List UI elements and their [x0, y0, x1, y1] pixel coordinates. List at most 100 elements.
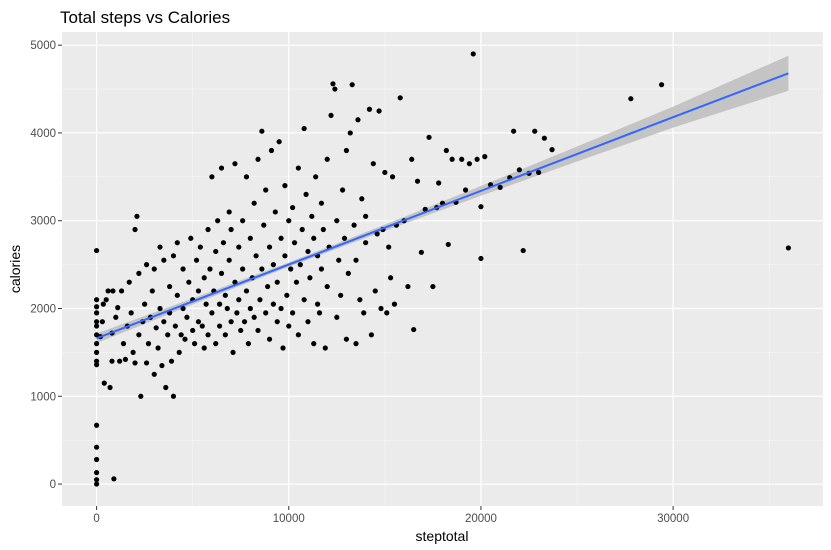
- data-point: [274, 319, 280, 325]
- data-point: [266, 244, 273, 250]
- data-point: [470, 51, 476, 57]
- data-point: [286, 323, 292, 329]
- y-tick-label: 2000: [30, 304, 56, 316]
- x-axis-title: steptotal: [416, 528, 469, 544]
- data-point: [309, 213, 315, 219]
- data-point: [270, 301, 276, 307]
- data-point: [240, 266, 246, 272]
- data-point: [357, 297, 363, 303]
- data-point: [293, 279, 300, 285]
- data-point: [109, 358, 115, 364]
- data-point: [107, 384, 113, 391]
- data-point: [436, 180, 442, 186]
- y-axis-title: calories: [7, 245, 23, 293]
- data-point: [363, 240, 369, 246]
- data-point: [532, 128, 538, 134]
- data-point: [138, 393, 144, 399]
- data-point: [330, 81, 336, 87]
- data-point: [195, 288, 202, 294]
- data-point: [272, 209, 278, 215]
- data-point: [274, 279, 280, 285]
- data-point: [190, 327, 196, 334]
- data-point: [366, 106, 373, 112]
- data-point: [99, 319, 105, 325]
- data-point: [286, 218, 292, 224]
- data-point: [93, 297, 100, 303]
- data-point: [374, 231, 380, 237]
- data-point: [282, 183, 288, 189]
- data-point: [145, 341, 152, 347]
- data-point: [228, 319, 234, 325]
- data-point: [93, 349, 100, 355]
- data-point: [305, 248, 311, 255]
- data-point: [113, 314, 119, 320]
- data-point: [343, 336, 350, 342]
- data-point: [322, 345, 328, 351]
- data-point: [184, 314, 190, 320]
- data-point: [391, 301, 398, 307]
- data-point: [93, 444, 100, 450]
- data-point: [511, 128, 517, 134]
- data-point: [370, 161, 376, 167]
- data-point: [234, 310, 240, 316]
- data-point: [228, 226, 234, 233]
- data-point: [168, 358, 175, 364]
- x-tick-label: 20000: [465, 513, 497, 525]
- data-point: [363, 213, 369, 219]
- x-tick-label: 10000: [273, 513, 305, 525]
- data-point: [240, 218, 246, 224]
- data-point: [397, 95, 403, 101]
- data-point: [414, 178, 421, 184]
- data-point: [93, 247, 100, 254]
- data-point: [359, 196, 365, 202]
- data-point: [422, 206, 428, 212]
- data-point: [343, 147, 350, 154]
- data-point: [288, 266, 294, 272]
- data-point: [201, 275, 207, 281]
- data-point: [785, 245, 792, 251]
- data-point: [349, 82, 355, 88]
- data-point: [314, 301, 321, 307]
- data-point: [263, 310, 269, 316]
- data-point: [474, 156, 480, 162]
- data-point: [243, 288, 250, 294]
- data-point: [382, 169, 388, 176]
- data-point: [328, 112, 334, 118]
- data-point: [115, 305, 121, 311]
- data-point: [197, 244, 203, 250]
- data-point: [372, 288, 378, 294]
- data-point: [353, 341, 359, 347]
- data-point: [462, 187, 469, 193]
- data-point: [270, 262, 276, 268]
- data-point: [478, 255, 484, 262]
- data-point: [218, 165, 225, 171]
- data-point: [247, 235, 253, 241]
- data-point: [180, 305, 186, 312]
- data-point: [520, 247, 526, 254]
- y-tick-label: 3000: [30, 216, 56, 228]
- data-point: [466, 161, 473, 167]
- data-point: [199, 323, 205, 329]
- data-point: [151, 371, 157, 377]
- data-point: [290, 204, 296, 211]
- data-point: [291, 240, 298, 246]
- data-point: [257, 297, 263, 303]
- data-point: [105, 288, 111, 294]
- data-point: [305, 319, 311, 325]
- data-point: [311, 341, 317, 347]
- data-point: [93, 319, 100, 325]
- data-point: [201, 345, 207, 351]
- data-point: [178, 332, 184, 338]
- data-point: [167, 283, 173, 290]
- data-point: [253, 253, 259, 259]
- data-point: [426, 134, 432, 140]
- data-point: [159, 362, 165, 369]
- data-point: [130, 349, 136, 355]
- data-point: [297, 262, 303, 268]
- data-point: [151, 266, 157, 272]
- data-point: [241, 319, 248, 325]
- data-point: [93, 456, 100, 463]
- data-point: [232, 279, 238, 285]
- data-point: [251, 314, 257, 320]
- data-point: [153, 325, 159, 331]
